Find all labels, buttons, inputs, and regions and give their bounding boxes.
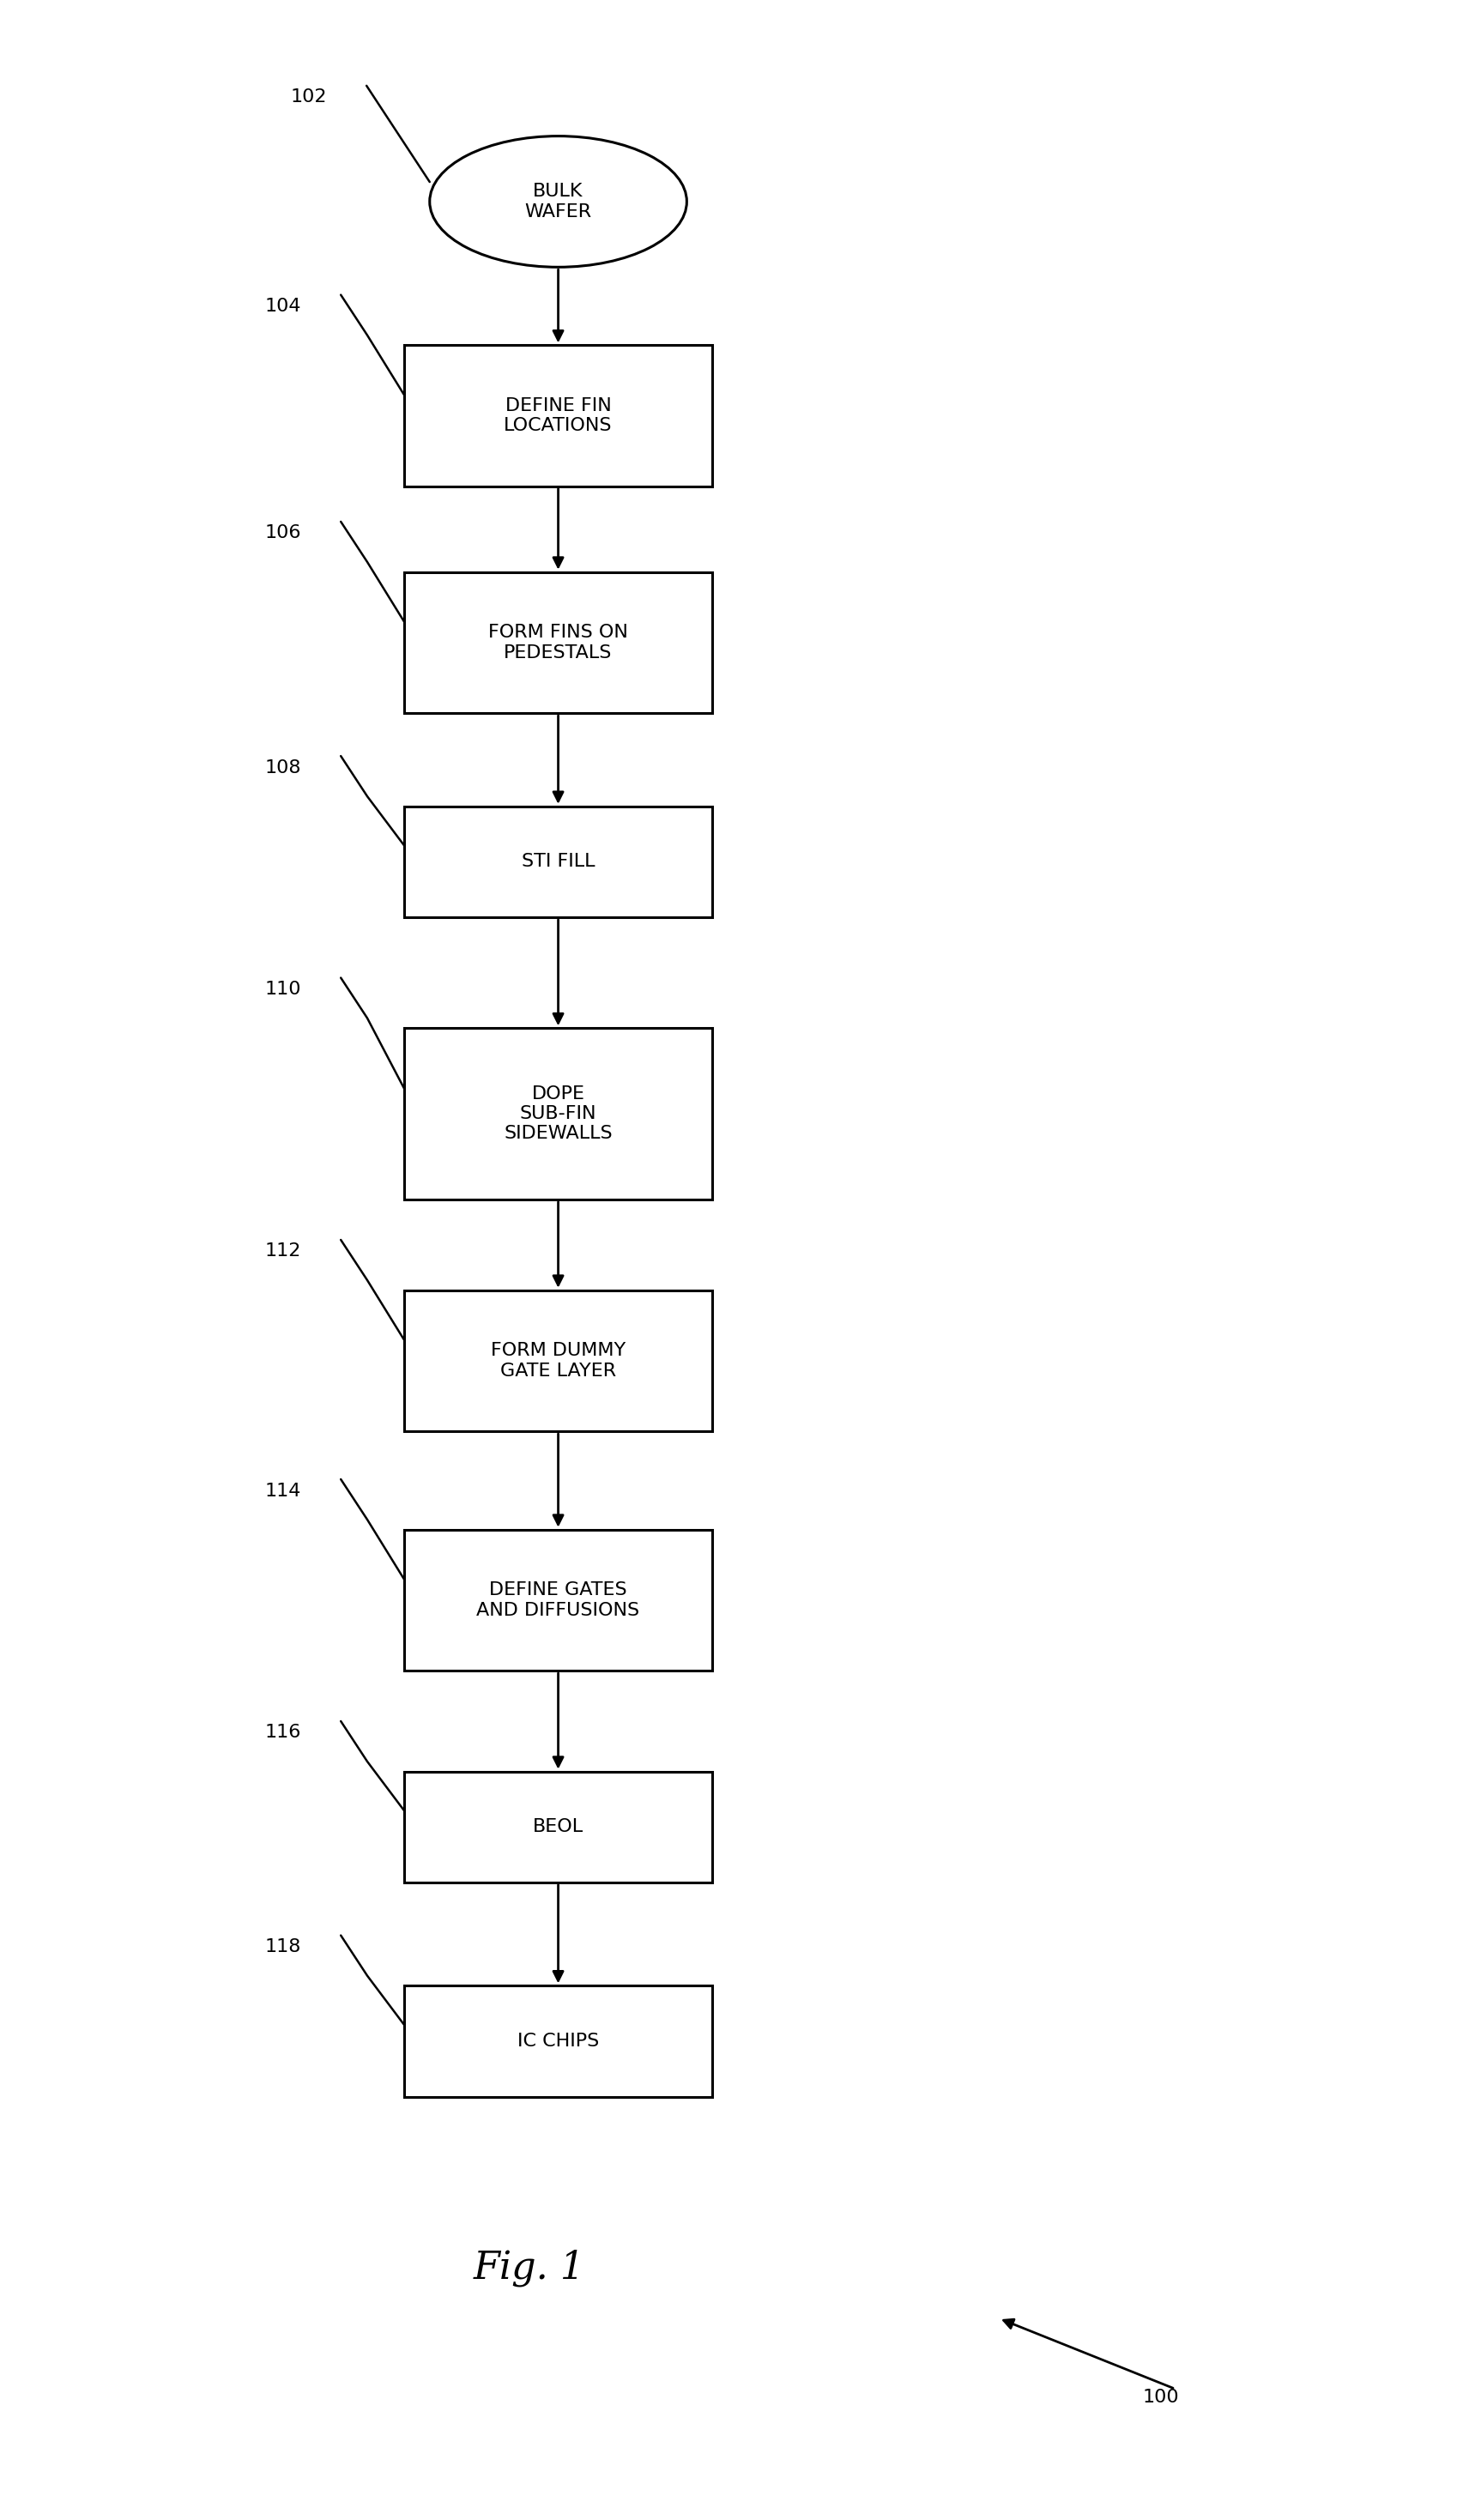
Text: 116: 116	[264, 1724, 301, 1741]
Text: 104: 104	[264, 297, 301, 315]
Text: 106: 106	[264, 524, 301, 542]
Text: DOPE
SUB-FIN
SIDEWALLS: DOPE SUB-FIN SIDEWALLS	[504, 1086, 613, 1142]
Text: 108: 108	[264, 759, 301, 776]
Text: 110: 110	[264, 980, 301, 998]
Text: FORM DUMMY
GATE LAYER: FORM DUMMY GATE LAYER	[491, 1343, 626, 1378]
Text: DEFINE GATES
AND DIFFUSIONS: DEFINE GATES AND DIFFUSIONS	[476, 1583, 640, 1618]
Text: BULK
WAFER: BULK WAFER	[524, 184, 592, 219]
Text: DEFINE FIN
LOCATIONS: DEFINE FIN LOCATIONS	[504, 398, 613, 433]
Text: BEOL: BEOL	[533, 1819, 583, 1835]
Text: Fig. 1: Fig. 1	[473, 2250, 585, 2286]
Text: 114: 114	[264, 1482, 301, 1499]
Text: 118: 118	[264, 1938, 301, 1956]
Text: FORM FINS ON
PEDESTALS: FORM FINS ON PEDESTALS	[488, 625, 629, 660]
Text: STI FILL: STI FILL	[521, 854, 595, 869]
Text: IC CHIPS: IC CHIPS	[517, 2034, 599, 2049]
Text: 102: 102	[289, 88, 326, 106]
Text: 100: 100	[1143, 2389, 1180, 2407]
Text: 112: 112	[264, 1242, 301, 1260]
